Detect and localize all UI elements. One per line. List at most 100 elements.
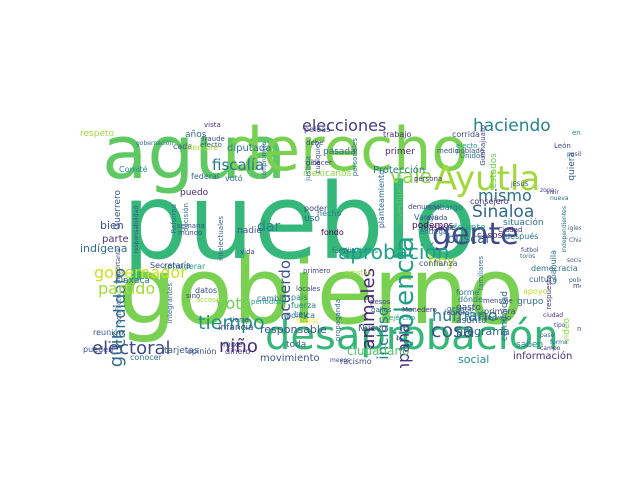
- cloud-word: León: [554, 142, 571, 150]
- cloud-word: dónde: [458, 295, 484, 304]
- cloud-word: Monedero: [402, 306, 437, 314]
- cloud-word: parte: [102, 234, 129, 245]
- cloud-word: trabajo: [383, 130, 412, 139]
- cloud-word: tierra: [230, 316, 249, 324]
- cloud-word: periodista: [251, 298, 286, 306]
- cloud-word: niño: [219, 336, 258, 357]
- cloud-word: cultura: [529, 275, 558, 284]
- cloud-word: elecciones: [302, 118, 387, 135]
- cloud-word: masacre: [421, 223, 456, 232]
- cloud-word: zona: [540, 187, 555, 194]
- cloud-word: asunto: [456, 316, 487, 326]
- cloud-word: primer: [385, 147, 415, 157]
- cloud-word: federal: [191, 172, 220, 181]
- cloud-word: humano: [432, 306, 498, 325]
- cloud-word: intelectuales: [217, 216, 225, 261]
- cloud-word: agua: [102, 118, 287, 196]
- cloud-word: hoy: [428, 252, 456, 270]
- cloud-word: importante: [115, 248, 122, 282]
- cloud-word: saben: [516, 340, 544, 350]
- cloud-word: hacer: [312, 159, 332, 167]
- cloud-word: después: [505, 232, 539, 241]
- cloud-word: aprobación: [338, 240, 450, 264]
- cloud-word: tarjetas: [164, 346, 199, 356]
- cloud-word: datos: [195, 286, 218, 295]
- cloud-word: buscar: [447, 232, 491, 247]
- cloud-word: opinión: [187, 347, 217, 356]
- cloud-word: grupo: [517, 297, 544, 307]
- cloud-word: motivo: [573, 282, 581, 290]
- cloud-word: cosa: [431, 320, 475, 342]
- cloud-word: dinero: [225, 347, 251, 356]
- cloud-word: nadie: [237, 226, 262, 236]
- cloud-word: pasada: [323, 147, 356, 157]
- cloud-word: mexicanos: [303, 169, 352, 179]
- cloud-word: gasto: [456, 303, 481, 313]
- cloud-word: podemos: [412, 221, 454, 231]
- cloud-word: Reforma: [170, 204, 178, 234]
- cloud-word: mensaje: [483, 297, 513, 305]
- cloud-word: puedo: [180, 188, 209, 198]
- cloud-word: gente: [432, 217, 519, 252]
- cloud-word: familia: [332, 247, 356, 255]
- cloud-word: Chiapas: [569, 237, 581, 244]
- cloud-word: electoral: [92, 338, 171, 359]
- cloud-word: posible: [567, 151, 581, 158]
- cloud-word: encuesta: [572, 129, 581, 137]
- cloud-word: bien: [100, 219, 124, 232]
- cloud-word: primera: [484, 307, 516, 316]
- cloud-word: febrero: [444, 309, 470, 317]
- cloud-word: indígena: [80, 242, 128, 255]
- cloud-word: electo: [456, 142, 478, 150]
- cloud-word: medio: [437, 147, 459, 155]
- cloud-word: nueva: [550, 195, 569, 202]
- cloud-word: consejero: [470, 197, 509, 206]
- cloud-word: planteamiento: [377, 170, 386, 229]
- cloud-word: mejor: [296, 316, 320, 325]
- cloud-word: diputada: [227, 143, 272, 154]
- cloud-word: partido: [98, 279, 156, 298]
- cloud-word: menos: [330, 357, 351, 364]
- cloud-word: haciendo: [473, 118, 551, 136]
- cloud-word: desaprobación: [265, 313, 559, 359]
- cloud-word: vale: [390, 164, 432, 188]
- cloud-word: vista: [204, 121, 221, 129]
- cloud-word: persona: [414, 175, 443, 183]
- cloud-word: campo: [540, 345, 561, 352]
- cloud-word: reunión: [93, 328, 124, 337]
- cloud-word: tiempo: [198, 312, 265, 334]
- cloud-word: hecho: [317, 209, 342, 218]
- cloud-word: cambio: [257, 294, 287, 303]
- cloud-word: forme: [456, 288, 480, 297]
- cloud-word: Oaxaca: [116, 276, 150, 286]
- cloud-word: Secretaría: [150, 261, 191, 270]
- cloud-word: Coahuila: [549, 250, 558, 285]
- cloud-word: debe: [306, 139, 324, 147]
- cloud-word: años: [185, 130, 207, 140]
- cloud-word: casos: [477, 231, 503, 241]
- cloud-word: poblado: [456, 147, 485, 155]
- cloud-word: poder: [304, 204, 328, 213]
- cloud-word: investigación: [395, 172, 404, 226]
- cloud-word: efecto: [200, 141, 222, 149]
- cloud-word: iglesia: [568, 225, 581, 232]
- cloud-word: soldados: [347, 247, 378, 255]
- cloud-word: Sinaloa: [472, 202, 535, 222]
- cloud-word: justicia: [304, 156, 312, 181]
- cloud-word: fondo: [321, 228, 344, 237]
- cloud-word: mismo: [478, 186, 532, 205]
- cloud-word: general: [447, 305, 474, 313]
- cloud-word: Comité: [119, 165, 148, 174]
- cloud-word: futbol: [521, 247, 539, 254]
- cloud-word: Varela: [414, 213, 439, 222]
- cloud-word: infancia: [218, 323, 254, 333]
- cloud-word: Ciudad: [498, 226, 523, 234]
- cloud-word: corrida: [452, 130, 480, 139]
- cloud-word: considerar: [163, 262, 206, 271]
- cloud-word: primero: [303, 267, 331, 275]
- cloud-word: responsabilidad: [133, 206, 140, 254]
- cloud-word: familiares: [477, 256, 485, 291]
- cloud-word: Guerrero: [113, 190, 123, 230]
- cloud-word: propaganda: [334, 299, 342, 342]
- cloud-word: denuncia: [408, 203, 441, 211]
